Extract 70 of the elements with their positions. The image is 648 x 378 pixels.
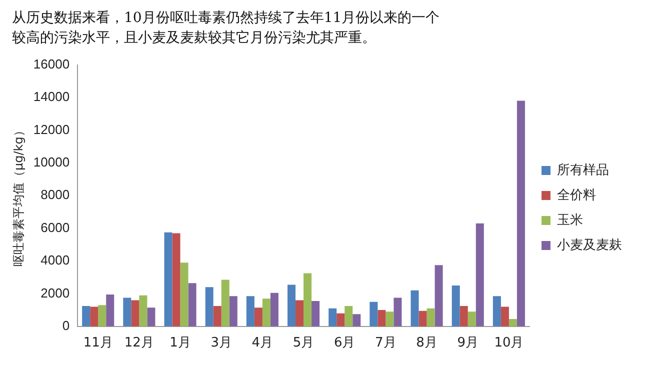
y-tick-label: 0 [62,318,70,333]
legend-label: 玉米 [557,212,583,228]
bar [188,283,196,326]
bar [139,295,148,326]
y-tick-label: 14000 [33,89,70,104]
x-tick-label: 6月 [334,336,356,351]
bar [82,306,90,326]
bar [410,290,419,326]
bar [270,292,278,326]
legend-label: 小麦及麦麸 [557,238,622,253]
y-tick-label: 2000 [40,285,70,300]
bar [492,296,501,326]
bar [386,312,394,326]
bar [394,298,402,326]
x-tick-label: 12月 [124,336,154,351]
x-tick-label: 3月 [210,336,232,351]
y-tick-label: 10000 [33,154,70,170]
bar [508,319,517,326]
bar [426,308,435,326]
x-tick-label: 7月 [375,336,396,351]
bar [516,100,525,326]
y-tick-label: 16000 [33,56,70,72]
bar [213,306,222,326]
bar [106,294,114,326]
bar [205,287,214,326]
bar [262,298,270,326]
bar [123,298,132,326]
bar [378,310,386,326]
x-tick-label: 5月 [292,336,314,351]
bar [288,284,296,326]
bar [352,314,361,326]
bar [460,306,468,326]
legend-label: 全价料 [557,188,596,203]
x-tick-label: 11月 [83,336,113,351]
y-tick-label: 4000 [40,252,70,268]
y-tick-label: 8000 [40,187,70,202]
bar [164,232,172,326]
bar [147,308,156,326]
bar [131,300,140,326]
bar [254,308,262,326]
bar [296,300,304,326]
bar [221,280,230,326]
y-tick-label: 12000 [33,122,70,137]
x-tick-label: 9月 [457,336,479,351]
bar [370,302,378,326]
bar [344,306,353,326]
bar [304,273,312,326]
x-tick-label: 8月 [416,336,438,351]
chart-title: 从历史数据来看，10月份呕吐毒素仍然持续了去年11月份以来的一个较高的污染水平，且小麦及麦麸较其它月份污染尤其严重。 [12,9,441,48]
bar [312,301,320,326]
bar [336,313,345,326]
x-tick-label: 1月 [170,336,191,351]
bar [468,312,476,326]
bar [476,223,484,326]
bar [418,310,427,326]
x-tick-label: 4月 [252,336,274,351]
bar [180,262,188,326]
bar [98,305,106,326]
bar [229,296,238,326]
legend-label: 所有样品 [557,162,609,178]
bar [452,286,460,326]
x-tick-label: 10月 [494,336,524,351]
bar [246,296,254,326]
bar [172,233,180,326]
bar [500,306,509,326]
bar [90,306,98,326]
y-tick-label: 6000 [40,220,70,235]
y-axis-title: 呕吐毒素平均值（μg/kg） [11,124,26,267]
bar [328,308,337,326]
bar [434,265,443,326]
